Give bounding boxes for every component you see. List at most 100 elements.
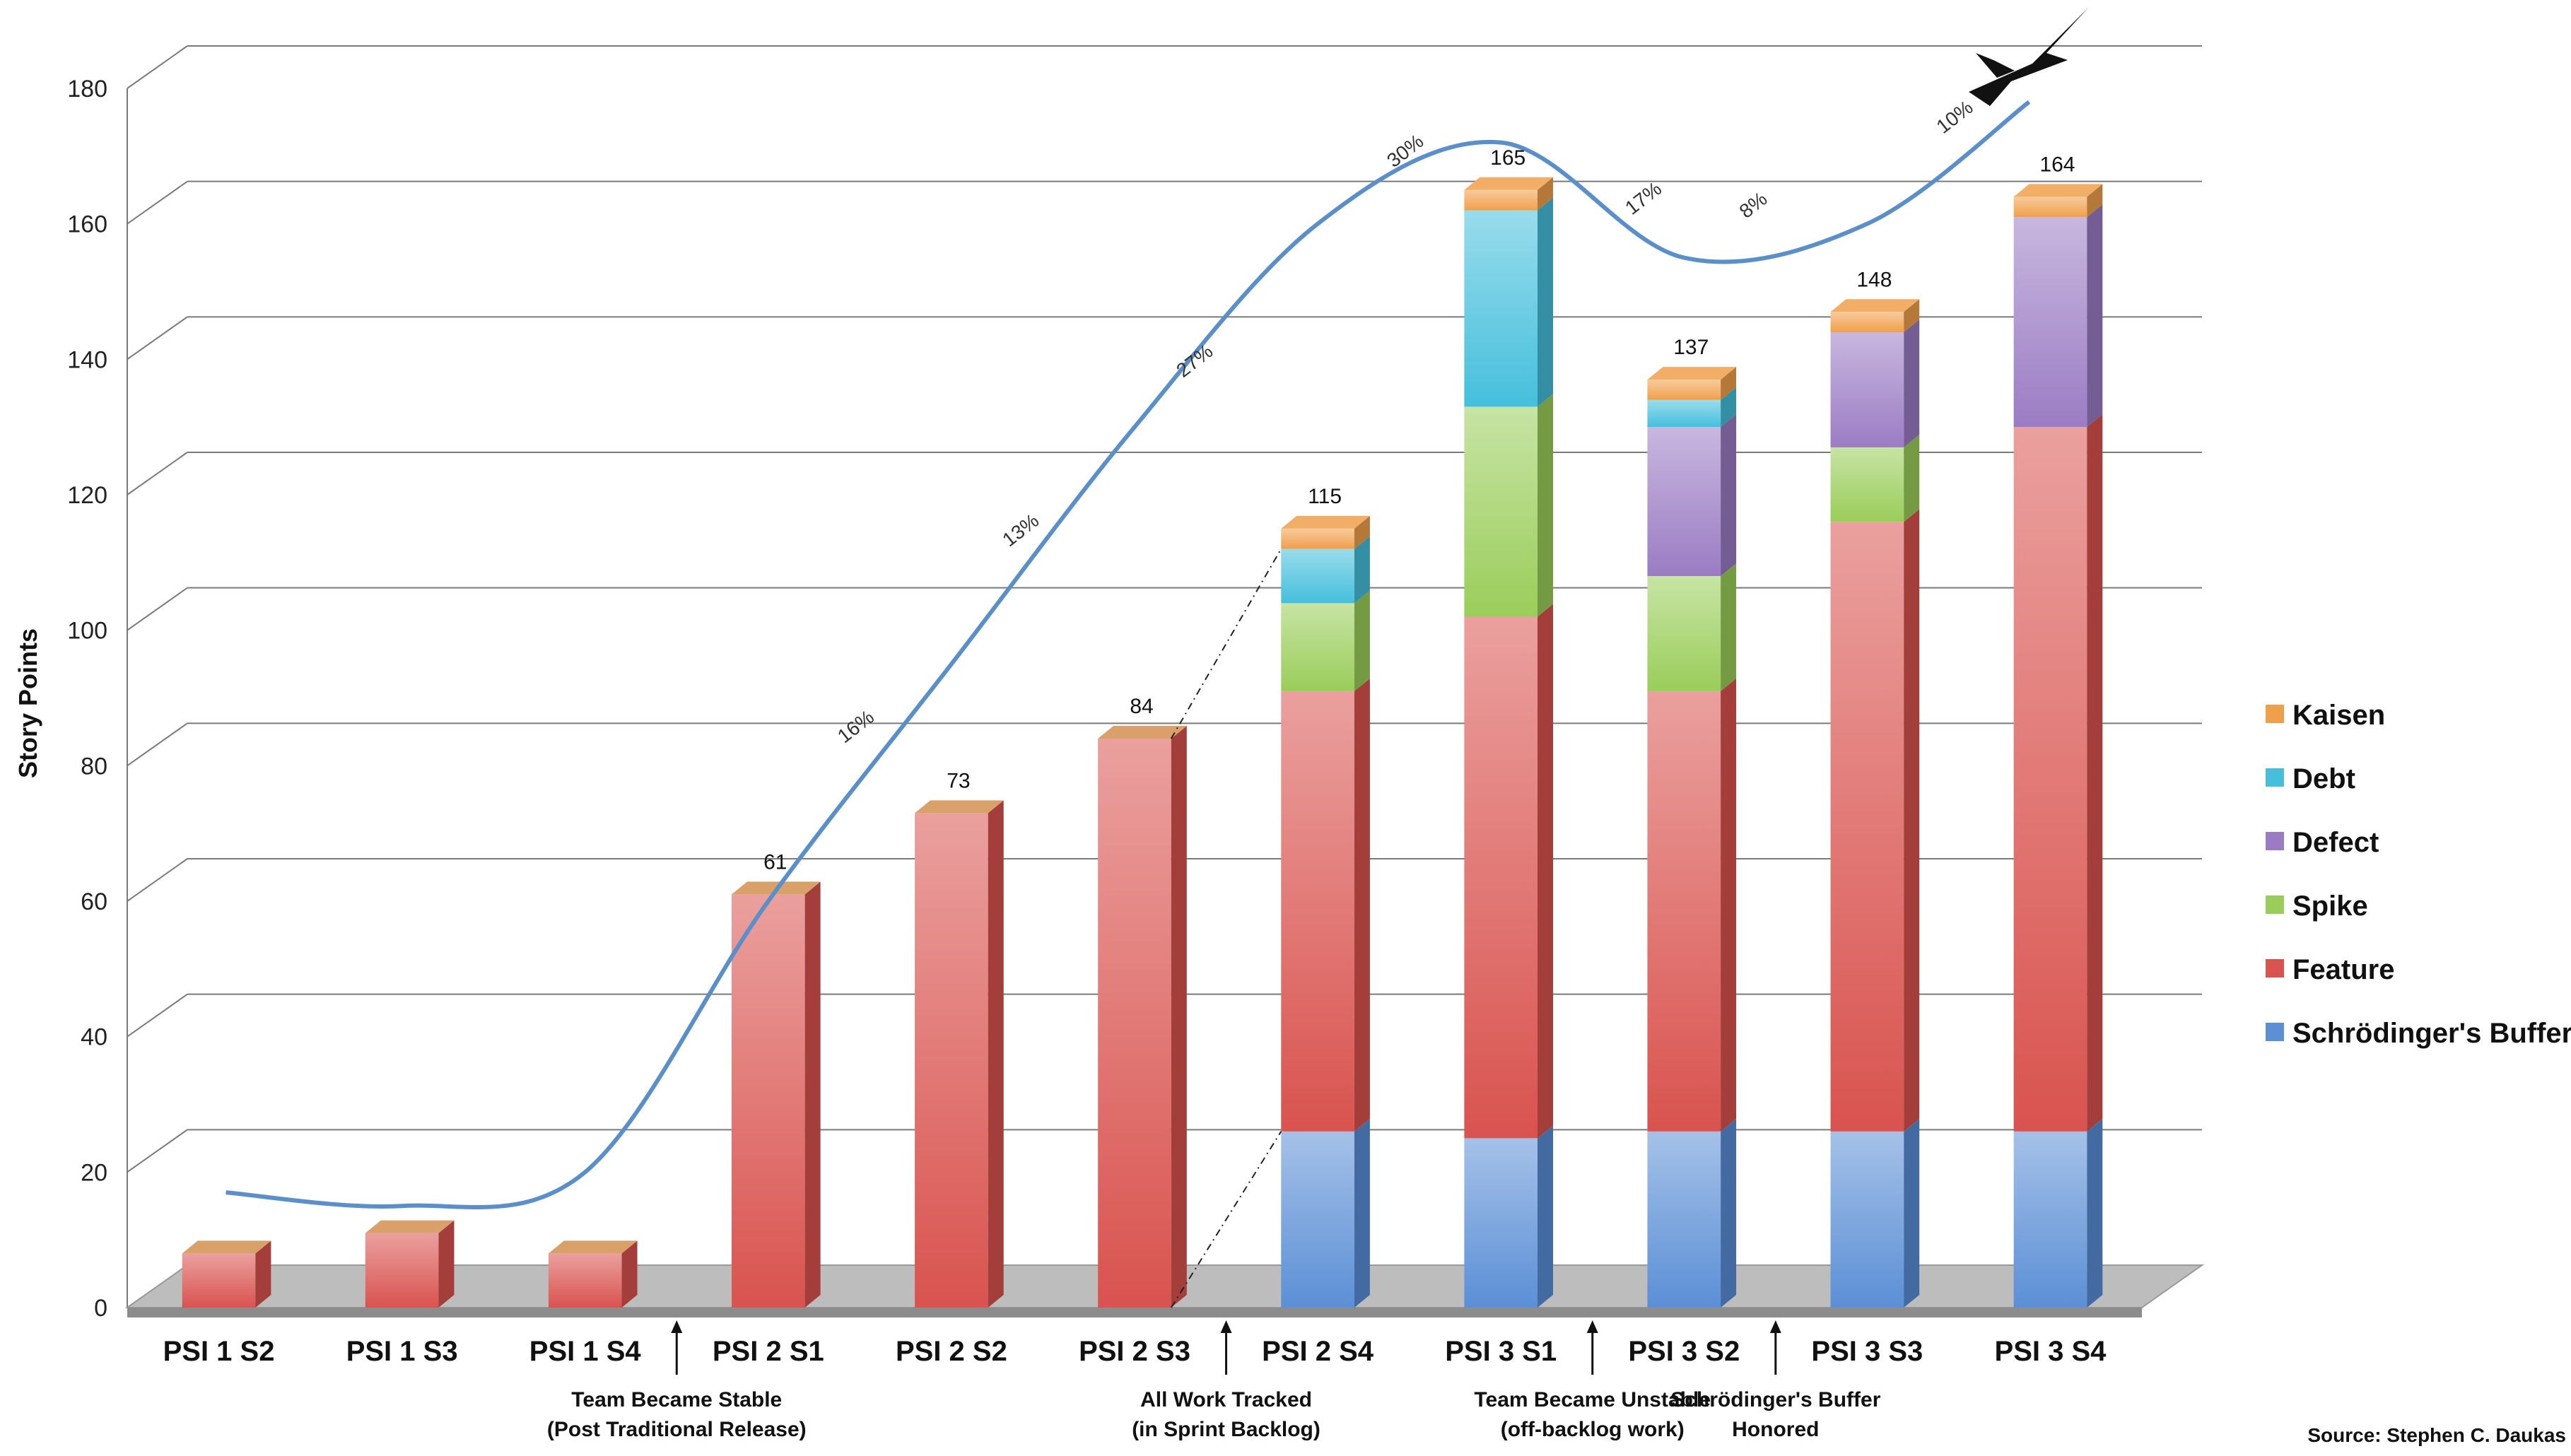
annotation-arrow-icon [1220,1320,1232,1333]
annotation-arrow-icon [1586,1320,1598,1333]
annotation-arrow-icon [1769,1320,1781,1333]
legend-swatch [2266,768,2284,787]
bar-segment-feature [548,1253,622,1308]
bar-top [2013,184,2103,197]
bar-segment-debt [1281,548,1354,604]
legend-label: Debt [2292,763,2355,794]
x-tick-label: PSI 1 S4 [529,1336,642,1367]
bar-side [1904,319,1920,447]
bar-top [1830,299,1920,312]
y-tick-label: 160 [67,211,107,238]
x-tick-label: PSI 3 S3 [1811,1336,1923,1367]
y-tick-label: 0 [94,1295,107,1322]
x-tick-label: PSI 3 S2 [1628,1336,1740,1367]
jet-icon [1969,7,2089,106]
x-tick-label: PSI 2 S1 [713,1336,824,1367]
legend-label: Feature [2292,954,2395,985]
bar-side [1904,1118,1920,1308]
bar-side [1721,1118,1737,1308]
bar-segment-schr-dinger-s-buffer [2013,1131,2087,1308]
bar-side [1538,1125,1553,1308]
annotation-arrow-icon [671,1320,683,1333]
y-tick-label: 140 [67,346,107,373]
legend-label: Defect [2292,827,2379,858]
bar-total-label: 84 [1130,695,1153,718]
bar-segment-defect [2013,217,2087,428]
y-tick-label: 20 [81,1159,107,1186]
x-tick-label: PSI 3 S1 [1445,1336,1557,1367]
gridline-side [127,180,188,225]
chart-floor-edge [127,1308,2142,1317]
bar-side [1354,515,1370,549]
bar-segment-schr-dinger-s-buffer [1647,1131,1721,1308]
bar-side [1904,434,1920,522]
bar-segment-spike [1281,603,1354,691]
trend-percent-label: 13% [998,510,1043,551]
bar-segment-feature [2013,427,2087,1132]
annotation-label: Schrödinger's Buffer [1670,1388,1880,1411]
legend-layer: Kaisen Debt Defect Spike Feature Schrödinger'… [2266,700,2571,1049]
trend-percent-label: 10% [1932,96,1976,138]
bar-total-label: 73 [947,769,970,792]
bar-top [182,1240,271,1254]
bar-side [1904,299,1920,332]
x-tick-label: PSI 2 S3 [1079,1336,1190,1367]
bar-side [1721,414,1737,576]
trend-percent-label: 17% [1621,177,1665,219]
bar-segment-kaisen [1647,380,1721,400]
bar-side [1538,177,1553,211]
x-tick-label: PSI 1 S2 [163,1336,275,1367]
trend-percent-label: 16% [833,705,878,747]
bar-segment-kaisen [1281,528,1354,549]
bar-side [1354,536,1370,604]
bar-side [1721,678,1737,1132]
trend-line [226,100,2031,1209]
x-tick-label: PSI 2 S2 [896,1336,1007,1367]
bar-side [1171,726,1187,1308]
bar-segment-kaisen [2013,196,2087,218]
bar-segment-feature [365,1233,439,1308]
bar-segment-feature [1647,691,1721,1132]
y-tick-label: 180 [67,76,107,102]
bar-segment-spike [1830,447,1904,522]
bar-side [255,1240,271,1308]
legend-label: Schrödinger's Buffer [2292,1018,2571,1049]
gridline-side [127,993,188,1038]
x-tick-label: PSI 3 S4 [1995,1336,2107,1367]
dash-connector-bottom [1170,1131,1282,1308]
annotation-label: Team Became Unstable [1474,1388,1711,1411]
bar-segment-feature [182,1253,256,1308]
gridline-side [127,452,188,495]
annotation-label: All Work Tracked [1140,1388,1312,1411]
bar-segment-feature [1281,691,1354,1132]
annotation-label: Team Became Stable [571,1388,782,1411]
bar-segment-feature [1830,522,1904,1132]
bar-total-label: 148 [1856,268,1892,291]
bar-total-label: 115 [1308,485,1342,508]
bar-segment-spike [1647,576,1721,691]
bar-segment-debt [1647,399,1721,428]
bar-top [915,800,1004,814]
bar-top [1098,726,1187,739]
bar-total-label: 137 [1673,336,1709,359]
bar-side [1721,563,1737,691]
bar-side [1538,197,1553,407]
bar-side [1721,387,1737,428]
bar-side [1538,394,1553,617]
annotation-label: (in Sprint Backlog) [1132,1418,1320,1441]
y-tick-label: 60 [81,888,107,915]
annotation-layer: Team Became Stable (Post Traditional Rele… [547,1320,1881,1441]
annotation-label: (off-backlog work) [1501,1418,1685,1441]
gridline-side [127,45,188,89]
label-layer: 0 20 40 60 80 100 120 140 160 180 PSI 1 S2 PSI 1 S3… [67,76,2107,1367]
bar-total-label: 164 [2039,153,2075,176]
bar-segment-defect [1830,332,1904,447]
bar-top [1281,515,1370,529]
source-label: Source: Stephen C. Daukas [2307,1424,2566,1446]
bar-side [2087,184,2103,218]
bar-segment-feature [1098,739,1171,1308]
bar-top [365,1220,455,1233]
y-axis-title: Story Points [13,628,42,778]
